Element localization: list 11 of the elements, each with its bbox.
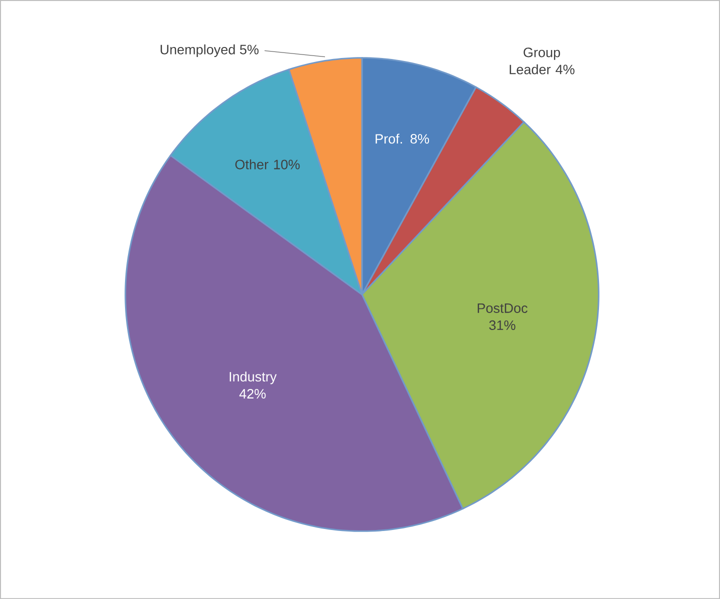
data-label: 42% xyxy=(239,388,266,398)
data-label: 8% xyxy=(410,134,430,144)
data-label: 10% xyxy=(274,160,300,170)
data-label: 4% xyxy=(556,64,574,74)
slice-label: Industry xyxy=(230,371,277,384)
data-label: 5% xyxy=(240,44,259,54)
slice-label: Prof. xyxy=(376,134,402,144)
slice-label: Unemployed xyxy=(160,44,235,57)
slice-label: Other xyxy=(235,159,268,170)
data-label: 31% xyxy=(489,320,516,330)
slice-label: PostDoc xyxy=(478,303,528,313)
